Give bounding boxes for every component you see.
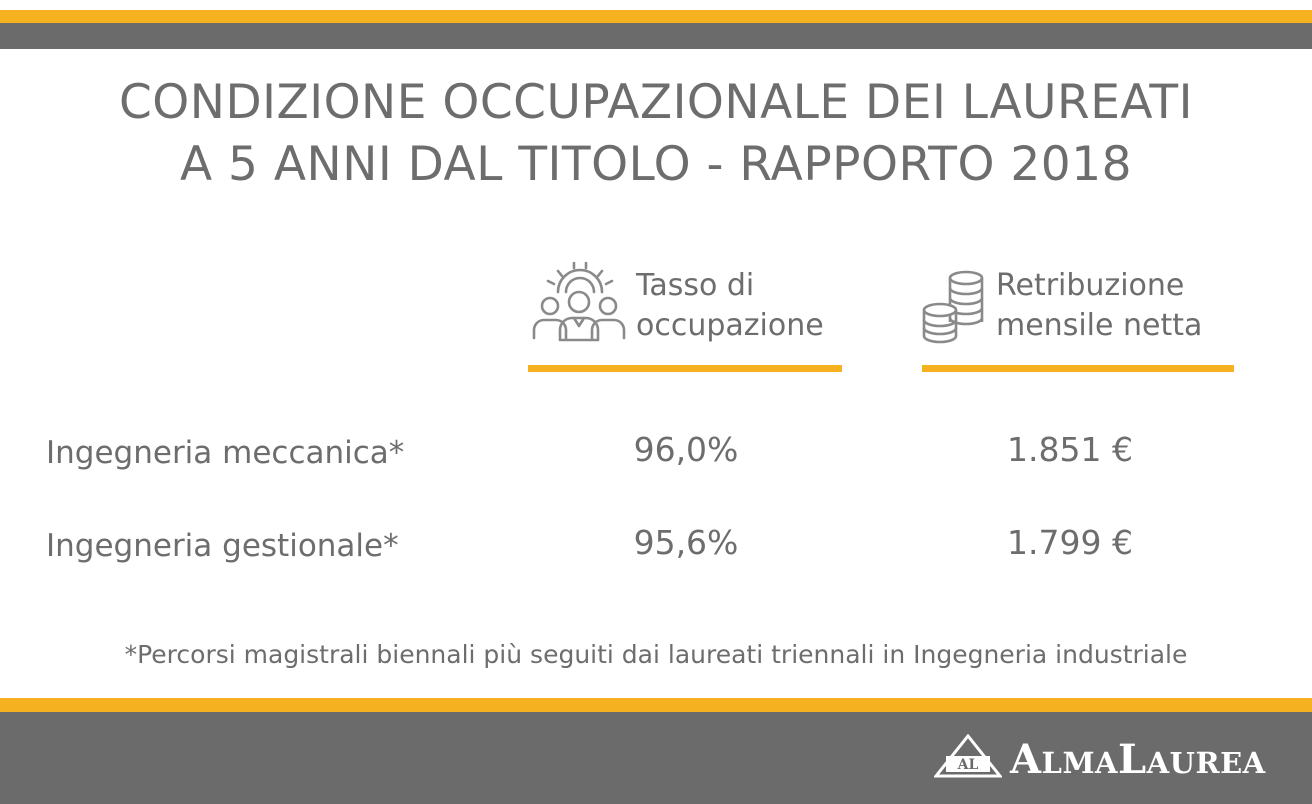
almalaurea-logo-mark: AL [934, 734, 1002, 778]
people-gear-icon [532, 262, 626, 342]
logo-word-part-1: A [1010, 736, 1042, 783]
coins-stack-icon [922, 270, 984, 344]
column-salary-line-2: mensile netta [996, 308, 1203, 343]
bottom-gray-band [0, 712, 1312, 804]
logo-word-part-2: LMA [1041, 746, 1119, 780]
column-salary-underline [922, 365, 1234, 372]
column-occupation-label: Tasso di occupazione [636, 266, 824, 346]
row-label-gestionale: Ingegneria gestionale* [46, 528, 399, 564]
row-label-meccanica: Ingegneria meccanica* [46, 435, 405, 471]
top-accent-band [0, 10, 1312, 23]
logo-word-part-4: AUREA [1146, 746, 1266, 780]
title-line-1: CONDIZIONE OCCUPAZIONALE DEI LAUREATI [118, 75, 1193, 130]
column-salary-label: Retribuzione mensile netta [996, 266, 1202, 346]
column-salary-line-1: Retribuzione [996, 268, 1185, 303]
almalaurea-logo: AL ALMALAUREA [934, 734, 1294, 783]
row-gestionale-salary-value: 1.799 € [1007, 523, 1133, 562]
logo-word-part-3: L [1118, 736, 1147, 783]
title-line-2: A 5 ANNI DAL TITOLO - RAPPORTO 2018 [179, 137, 1133, 192]
row-meccanica-salary-value: 1.851 € [1007, 430, 1133, 469]
column-header-salary: Retribuzione mensile netta [920, 262, 1234, 372]
footnote: *Percorsi magistrali biennali più seguit… [124, 640, 1188, 669]
column-occupation-line-1: Tasso di [636, 268, 755, 303]
column-occupation-line-2: occupazione [636, 308, 824, 343]
row-gestionale-occupation-value: 95,6% [633, 523, 739, 562]
column-header-occupation: Tasso di occupazione [528, 262, 842, 372]
row-meccanica-occupation-value: 96,0% [633, 430, 739, 469]
bottom-accent-band [0, 698, 1312, 712]
column-occupation-underline [528, 365, 842, 372]
logo-mark-text: AL [957, 757, 979, 773]
logo-wordmark: ALMALAUREA [1010, 736, 1266, 783]
page-title: CONDIZIONE OCCUPAZIONALE DEI LAUREATI A … [0, 72, 1312, 196]
top-gray-band [0, 23, 1312, 49]
